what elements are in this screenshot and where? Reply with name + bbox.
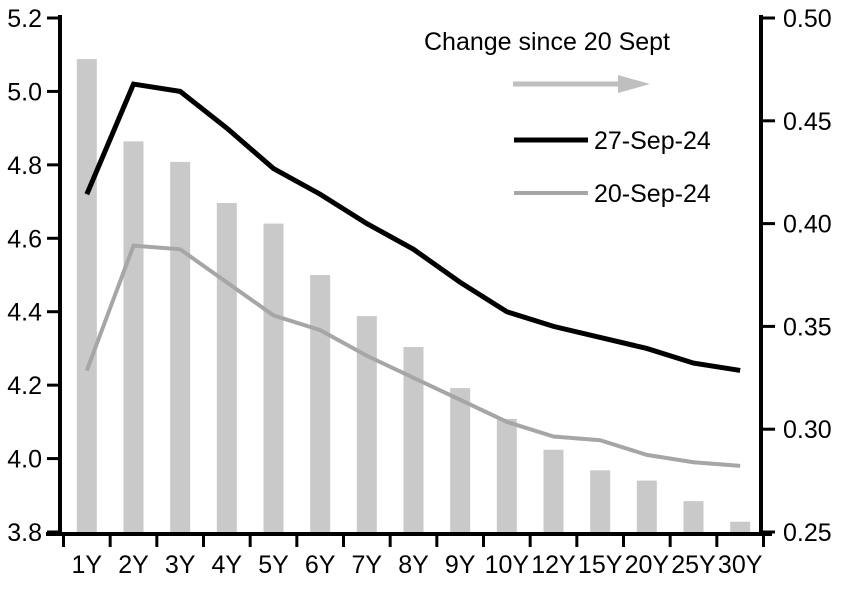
bar-30Y: [730, 521, 751, 534]
tick-labels: 5.2 5.0 4.8 4.6 4.4 4.2 4.0 3.8 0.50 0.45 0.40 0.35…: [7, 5, 831, 579]
y-left-tick-label: 5.0: [7, 78, 42, 106]
bar-4Y: [216, 203, 237, 535]
x-tick-label-12Y: 12Y: [531, 551, 576, 579]
x-tick-label-3Y: 3Y: [165, 551, 196, 579]
bar-series-change: [76, 59, 751, 535]
bar-25Y: [683, 501, 704, 534]
y-left-tick-label: 4.0: [7, 446, 42, 474]
line-27-Sep-24: [84, 81, 741, 373]
axes: [46, 15, 775, 547]
bar-5Y: [263, 223, 284, 534]
legend-arrow-label: Change since 20 Sept: [424, 28, 670, 56]
bar-6Y: [310, 275, 331, 534]
x-tick-label-30Y: 30Y: [718, 551, 763, 579]
bar-2Y: [123, 141, 144, 535]
y-right-tick-label: 0.40: [783, 211, 832, 239]
bar-1Y: [76, 59, 97, 535]
y-left-tick-label: 4.8: [7, 152, 42, 180]
x-tick-label-20Y: 20Y: [625, 551, 670, 579]
line-20-Sep-24: [84, 243, 741, 468]
y-right-tick-label: 0.35: [783, 313, 832, 341]
x-tick-label-6Y: 6Y: [305, 551, 336, 579]
legend-item-27sep-label: 27-Sep-24: [594, 127, 711, 155]
y-left-tick-label: 3.8: [7, 519, 42, 547]
x-tick-label-7Y: 7Y: [352, 551, 383, 579]
bar-8Y: [403, 346, 424, 534]
legend-item-20sep-label: 20-Sep-24: [594, 180, 711, 208]
y-left-tick-label: 4.6: [7, 225, 42, 253]
x-tick-label-4Y: 4Y: [212, 551, 243, 579]
y-right-tick-label: 0.50: [783, 5, 832, 33]
legend: Change since 20 Sept 27-Sep-24 20-Sep-24: [424, 28, 711, 208]
x-tick-label-25Y: 25Y: [671, 551, 716, 579]
bar-7Y: [356, 316, 377, 534]
bar-12Y: [543, 449, 564, 534]
y-left-tick-label: 4.2: [7, 372, 42, 400]
bar-15Y: [590, 470, 611, 534]
y-left-tick-label: 5.2: [7, 5, 42, 33]
x-tick-label-15Y: 15Y: [578, 551, 623, 579]
y-left-tick-label: 4.4: [7, 299, 42, 327]
y-right-tick-label: 0.25: [783, 519, 832, 547]
x-tick-label-1Y: 1Y: [72, 551, 103, 579]
bar-9Y: [450, 388, 471, 534]
x-tick-label-10Y: 10Y: [485, 551, 530, 579]
legend-item-27sep: 27-Sep-24: [514, 127, 711, 155]
bar-10Y: [496, 418, 517, 534]
y-right-tick-label: 0.30: [783, 416, 832, 444]
x-tick-label-2Y: 2Y: [118, 551, 149, 579]
line-series: [84, 81, 741, 468]
y-right-tick-label: 0.45: [783, 108, 832, 136]
x-tick-label-9Y: 9Y: [445, 551, 476, 579]
bar-3Y: [170, 161, 191, 535]
x-tick-label-5Y: 5Y: [258, 551, 289, 579]
legend-item-20sep: 20-Sep-24: [514, 180, 711, 208]
bar-20Y: [636, 480, 657, 534]
change-arrow-icon: [513, 75, 650, 93]
x-tick-label-8Y: 8Y: [398, 551, 429, 579]
